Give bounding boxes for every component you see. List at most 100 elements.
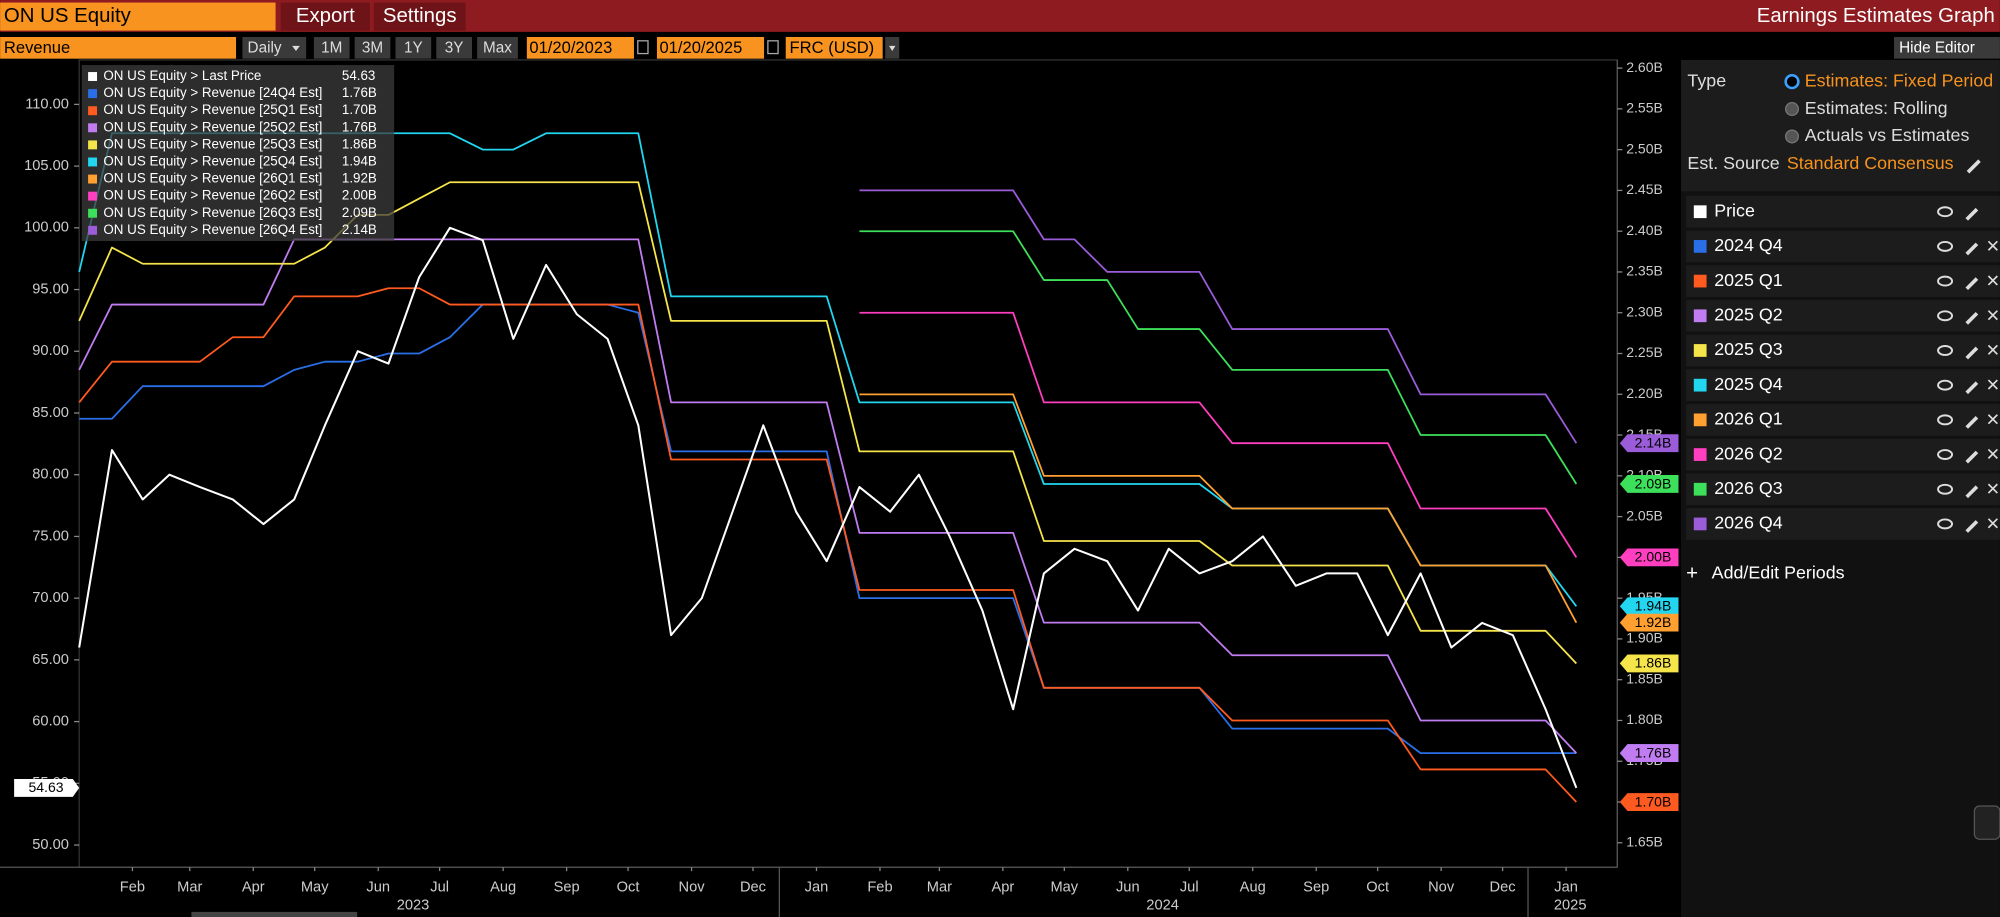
value-flag-label: 1.70B — [1635, 793, 1672, 809]
radio-button[interactable] — [1784, 102, 1800, 117]
edit-icon[interactable] — [1965, 381, 1979, 395]
x-tick-label: May — [301, 880, 329, 896]
legend-label: ON US Equity > Revenue [25Q4 Est] — [103, 154, 322, 169]
type-option[interactable]: Actuals vs Estimates — [1805, 125, 1970, 145]
range-button[interactable] — [436, 36, 472, 59]
visibility-icon[interactable] — [1937, 275, 1954, 287]
edit-icon[interactable] — [1965, 450, 1979, 464]
remove-icon[interactable] — [1987, 379, 1998, 390]
value-flag-label: 1.76B — [1635, 744, 1672, 760]
scrollbar[interactable] — [191, 911, 358, 917]
visibility-icon[interactable] — [1937, 206, 1954, 218]
hide-editor-button[interactable] — [1894, 36, 2000, 59]
y2-tick-label: 2.50B — [1626, 140, 1663, 156]
period-label: Price — [1714, 200, 1755, 220]
edit-icon[interactable] — [1965, 311, 1979, 325]
legend-value: 1.70B — [342, 102, 377, 117]
legend-value: 1.92B — [342, 171, 377, 186]
y2-tick-label: 2.45B — [1626, 181, 1663, 197]
remove-icon[interactable] — [1987, 518, 1998, 529]
visibility-icon[interactable] — [1937, 240, 1954, 252]
menu-label: Export — [296, 5, 355, 27]
y-tick-label: 110.00 — [25, 96, 69, 112]
legend-swatch — [88, 72, 98, 81]
radio-button[interactable] — [1784, 129, 1800, 144]
period-row[interactable] — [1686, 403, 2000, 436]
legend-box — [81, 65, 395, 242]
side-tab[interactable] — [1973, 805, 2000, 840]
x-tick-label: Sep — [1303, 880, 1329, 896]
period-swatch — [1693, 205, 1707, 219]
legend-label: ON US Equity > Revenue [25Q1 Est] — [103, 102, 322, 117]
remove-icon[interactable] — [1987, 310, 1998, 321]
period-row[interactable] — [1686, 473, 2000, 506]
value-flag — [1619, 744, 1679, 763]
period-row[interactable] — [1686, 299, 2000, 332]
legend-swatch — [88, 174, 98, 184]
period-row[interactable] — [1686, 438, 2000, 471]
menu-button[interactable] — [373, 2, 466, 31]
range-button[interactable] — [354, 36, 391, 59]
period-swatch — [1693, 274, 1707, 288]
source-value[interactable]: Standard Consensus — [1787, 153, 1954, 173]
period-row[interactable] — [1686, 507, 2000, 540]
remove-icon[interactable] — [1987, 483, 1998, 494]
range-button[interactable] — [395, 36, 432, 59]
edit-icon[interactable] — [1966, 159, 1981, 174]
edit-icon[interactable] — [1965, 277, 1979, 291]
currency-box[interactable] — [785, 36, 883, 59]
legend-value: 2.09B — [342, 205, 377, 220]
visibility-icon[interactable] — [1937, 449, 1954, 460]
edit-icon[interactable] — [1965, 242, 1979, 256]
radio-button[interactable] — [1784, 73, 1800, 90]
period-row[interactable] — [1686, 230, 2000, 263]
frequency-dropdown[interactable] — [242, 36, 307, 59]
visibility-icon[interactable] — [1937, 345, 1954, 356]
remove-icon[interactable] — [1987, 240, 1998, 251]
visibility-icon[interactable] — [1937, 379, 1954, 391]
value-flag — [1619, 597, 1679, 616]
calendar-icon[interactable] — [637, 40, 649, 55]
period-label: 2025 Q1 — [1714, 270, 1783, 290]
visibility-icon[interactable] — [1937, 414, 1954, 426]
type-option[interactable]: Estimates: Rolling — [1805, 98, 1948, 118]
add-periods[interactable]: Add/Edit Periods — [1712, 563, 1845, 583]
remove-icon[interactable] — [1987, 448, 1998, 459]
edit-icon[interactable] — [1965, 207, 1979, 221]
x-tick-label: Feb — [120, 880, 145, 896]
visibility-icon[interactable] — [1937, 483, 1954, 495]
range-label: Max — [483, 40, 512, 57]
calendar-icon[interactable] — [767, 40, 779, 55]
edit-icon[interactable] — [1965, 416, 1979, 429]
range-button[interactable] — [313, 36, 350, 59]
start-date-box[interactable] — [526, 36, 634, 59]
range-button[interactable] — [477, 36, 518, 59]
x-tick-label: Nov — [1428, 880, 1455, 896]
visibility-icon[interactable] — [1937, 310, 1954, 322]
menu-button[interactable] — [280, 2, 370, 31]
x-tick-label: Mar — [177, 880, 202, 896]
period-row[interactable] — [1686, 265, 2000, 298]
type-option[interactable]: Estimates: Fixed Period — [1805, 70, 1993, 90]
x-tick-label: Nov — [679, 880, 706, 896]
edit-icon[interactable] — [1965, 520, 1979, 533]
period-swatch — [1693, 517, 1707, 531]
field-box[interactable] — [0, 36, 237, 59]
security-box[interactable] — [0, 2, 276, 31]
period-swatch — [1693, 378, 1707, 392]
y-tick-label: 100.00 — [24, 220, 69, 236]
period-row[interactable] — [1686, 369, 2000, 402]
add-icon[interactable]: + — [1686, 562, 1698, 584]
remove-icon[interactable] — [1987, 275, 1998, 286]
remove-icon[interactable] — [1987, 414, 1998, 425]
legend-swatch — [88, 140, 98, 150]
end-date-box[interactable] — [656, 36, 765, 59]
legend-value: 54.63 — [342, 68, 375, 83]
period-row[interactable] — [1686, 334, 2000, 367]
edit-icon[interactable] — [1965, 485, 1979, 499]
visibility-icon[interactable] — [1937, 518, 1954, 530]
period-row[interactable] — [1686, 195, 2000, 228]
y-tick-label: 90.00 — [32, 343, 69, 359]
edit-icon[interactable] — [1965, 346, 1979, 360]
remove-icon[interactable] — [1987, 344, 1998, 355]
